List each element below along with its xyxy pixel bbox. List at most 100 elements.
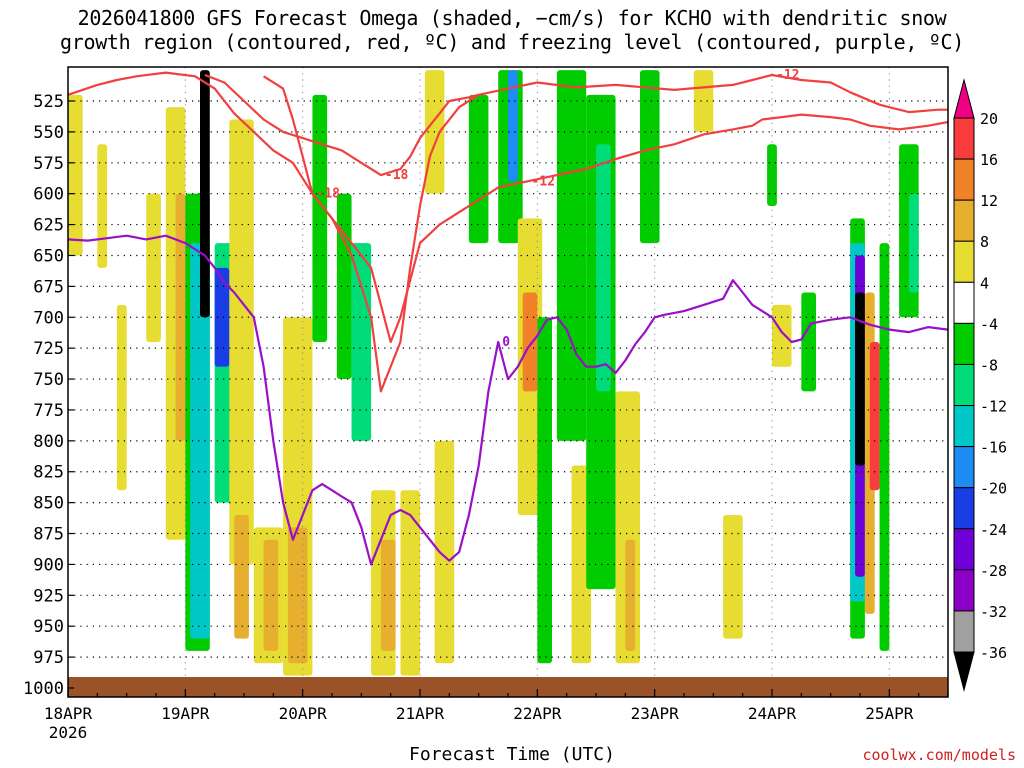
colorbar-tick-label: -28 xyxy=(980,562,1007,580)
contour-lines: -18 -18 -12 -12 0 xyxy=(67,68,949,566)
y-tick-label: 650 xyxy=(33,246,64,266)
dgz-contour-label: -12 xyxy=(532,174,555,189)
omega-region xyxy=(537,317,552,664)
y-tick-label: 525 xyxy=(33,92,64,112)
freezing-level-label: 0 xyxy=(502,335,510,350)
colorbar-bin xyxy=(953,487,975,530)
omega-region xyxy=(380,539,396,651)
colorbar-tick-label: 20 xyxy=(980,110,998,128)
dgz-contour-line xyxy=(263,75,949,344)
omega-region xyxy=(336,193,352,380)
x-tick-label: 24APR xyxy=(748,704,797,723)
colorbar-tick-label: 4 xyxy=(980,274,989,292)
omega-region xyxy=(234,514,249,639)
x-axis-label: Forecast Time (UTC) xyxy=(409,744,615,765)
y-tick-label: 975 xyxy=(33,648,64,668)
x-axis-ticks: 18APR 19APR 20APR 21APR 22APR 23APR 24APR 25APR… xyxy=(44,689,949,742)
y-tick-label: 950 xyxy=(33,617,64,637)
omega-region xyxy=(772,304,792,367)
colorbar-bin xyxy=(953,199,975,242)
colorbar-bin xyxy=(953,569,975,612)
colorbar-tick-label: 16 xyxy=(980,151,998,169)
omega-region xyxy=(68,94,83,256)
colorbar-tick-label: -12 xyxy=(980,398,1007,416)
x-tick-label: 21APR xyxy=(396,704,445,723)
colorbar-tick-label: 8 xyxy=(980,233,989,251)
dgz-contour-label: -18 xyxy=(316,187,340,202)
y-tick-label: 725 xyxy=(33,339,64,359)
omega-region xyxy=(351,243,372,441)
colorbar-bin xyxy=(953,446,975,489)
y-tick-label: 750 xyxy=(33,370,64,390)
omega-region xyxy=(400,490,420,676)
dgz-contour-line xyxy=(478,73,948,114)
omega-region xyxy=(522,292,538,392)
x-tick-label: 20APR xyxy=(279,704,328,723)
colorbar-tick-label: -16 xyxy=(980,439,1007,457)
colorbar-bin xyxy=(953,363,975,407)
colorbar-tick-label: 12 xyxy=(980,192,998,210)
y-tick-label: 800 xyxy=(33,432,64,452)
colorbar-bin xyxy=(953,322,975,365)
x-tick-label: 19APR xyxy=(161,704,210,723)
colorbar-bin xyxy=(953,651,975,692)
credit-text: coolwx.com/models xyxy=(862,746,1016,764)
colorbar-bin xyxy=(953,240,975,283)
y-tick-label: 825 xyxy=(33,463,64,483)
x-tick-label: 23APR xyxy=(631,704,680,723)
omega-region xyxy=(556,70,587,441)
dgz-contour-line xyxy=(204,73,479,177)
y-tick-label: 675 xyxy=(33,277,64,297)
omega-region xyxy=(596,144,611,392)
y-tick-label: 625 xyxy=(33,216,64,236)
omega-region xyxy=(434,440,455,664)
colorbar-tick-label: -24 xyxy=(980,521,1007,539)
colorbar-tick-label: -36 xyxy=(980,644,1007,662)
colorbar-bin xyxy=(953,610,975,653)
colorbar-tick-label: -32 xyxy=(980,603,1007,621)
y-tick-label: 700 xyxy=(33,308,64,328)
y-tick-label: 900 xyxy=(33,555,64,575)
terrain-ground xyxy=(68,677,948,697)
colorbar-tick-label: -8 xyxy=(980,356,998,374)
omega-region xyxy=(190,243,210,639)
omega-region xyxy=(116,304,127,491)
omega-shaded-regions xyxy=(68,70,919,676)
omega-region xyxy=(146,193,161,342)
chart-title-line-2: growth region (contoured, red, ºC) and f… xyxy=(59,30,965,54)
x-tick-label: 18APR xyxy=(44,704,93,723)
omega-region xyxy=(571,465,592,664)
y-tick-label: 550 xyxy=(33,123,64,143)
colorbar-bin xyxy=(953,158,975,201)
omega-region xyxy=(855,292,865,466)
omega-region xyxy=(97,144,108,268)
omega-region xyxy=(723,514,743,639)
y-tick-label: 875 xyxy=(33,525,64,545)
omega-region xyxy=(214,267,230,367)
omega-region xyxy=(263,539,279,651)
omega-region xyxy=(908,193,919,293)
y-tick-label: 775 xyxy=(33,401,64,421)
colorbar: 20 16 12 8 4 -4 -8 -12 -16 -20 -24 -28 -32 -36 xyxy=(953,78,1007,692)
colorbar-tick-label: -20 xyxy=(980,480,1007,498)
y-tick-label: 1000 xyxy=(23,679,64,699)
freezing-level-line xyxy=(67,234,949,566)
x-tick-label: 25APR xyxy=(865,704,914,723)
colorbar-bin xyxy=(953,281,975,324)
y-axis-ticks: 525 550 575 600 625 650 675 700 725 750 775 800 825 8… xyxy=(23,92,74,699)
colorbar-bin xyxy=(953,117,975,160)
omega-region xyxy=(879,243,890,651)
omega-region xyxy=(312,94,328,342)
chart-title-line-1: 2026041800 GFS Forecast Omega (shaded, −… xyxy=(77,6,947,30)
dgz-contour-label: -18 xyxy=(385,168,409,183)
y-tick-label: 575 xyxy=(33,154,64,174)
x-tick-label: 22APR xyxy=(513,704,562,723)
omega-region xyxy=(508,70,518,182)
omega-region xyxy=(869,341,880,491)
y-tick-label: 925 xyxy=(33,586,64,606)
colorbar-bin xyxy=(953,528,975,571)
dgz-contour-line xyxy=(67,71,480,393)
omega-region xyxy=(693,70,714,132)
omega-region xyxy=(767,144,777,207)
